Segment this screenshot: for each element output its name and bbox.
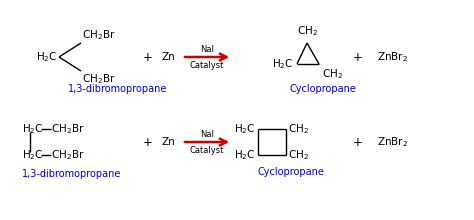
Text: CH$_2$: CH$_2$ bbox=[288, 148, 309, 162]
Text: +: + bbox=[353, 136, 363, 149]
Text: Cyclopropane: Cyclopropane bbox=[290, 84, 357, 94]
Text: CH$_2$Br: CH$_2$Br bbox=[82, 28, 116, 42]
Text: H$_2$C: H$_2$C bbox=[235, 122, 256, 136]
Text: CH$_2$: CH$_2$ bbox=[322, 67, 343, 81]
Text: +: + bbox=[143, 136, 153, 149]
Text: CH$_2$: CH$_2$ bbox=[288, 122, 309, 136]
Text: H$_2$C: H$_2$C bbox=[22, 148, 44, 162]
Text: Zn: Zn bbox=[161, 137, 175, 147]
Text: CH$_2$: CH$_2$ bbox=[297, 24, 318, 38]
Text: 1,3-dibromopropane: 1,3-dibromopropane bbox=[22, 169, 121, 179]
Text: 1,3-dibromopropane: 1,3-dibromopropane bbox=[68, 84, 167, 94]
Text: H$_2$C: H$_2$C bbox=[235, 148, 256, 162]
Text: Zn: Zn bbox=[161, 52, 175, 62]
Text: H$_2$C: H$_2$C bbox=[22, 122, 44, 136]
Text: ZnBr$_2$: ZnBr$_2$ bbox=[377, 135, 409, 149]
Text: H$_2$C: H$_2$C bbox=[36, 50, 58, 64]
Text: +: + bbox=[143, 51, 153, 64]
Text: Cyclopropane: Cyclopropane bbox=[258, 167, 325, 177]
Text: CH$_2$Br: CH$_2$Br bbox=[51, 148, 84, 162]
Text: +: + bbox=[353, 51, 363, 64]
Text: NaI: NaI bbox=[200, 130, 214, 139]
Text: H$_2$C: H$_2$C bbox=[273, 57, 294, 71]
Text: Catalyst: Catalyst bbox=[190, 145, 224, 154]
Text: Catalyst: Catalyst bbox=[190, 61, 224, 70]
Text: ZnBr$_2$: ZnBr$_2$ bbox=[377, 50, 409, 64]
Text: CH$_2$Br: CH$_2$Br bbox=[51, 122, 84, 136]
Text: NaI: NaI bbox=[200, 44, 214, 53]
Text: CH$_2$Br: CH$_2$Br bbox=[82, 72, 116, 86]
